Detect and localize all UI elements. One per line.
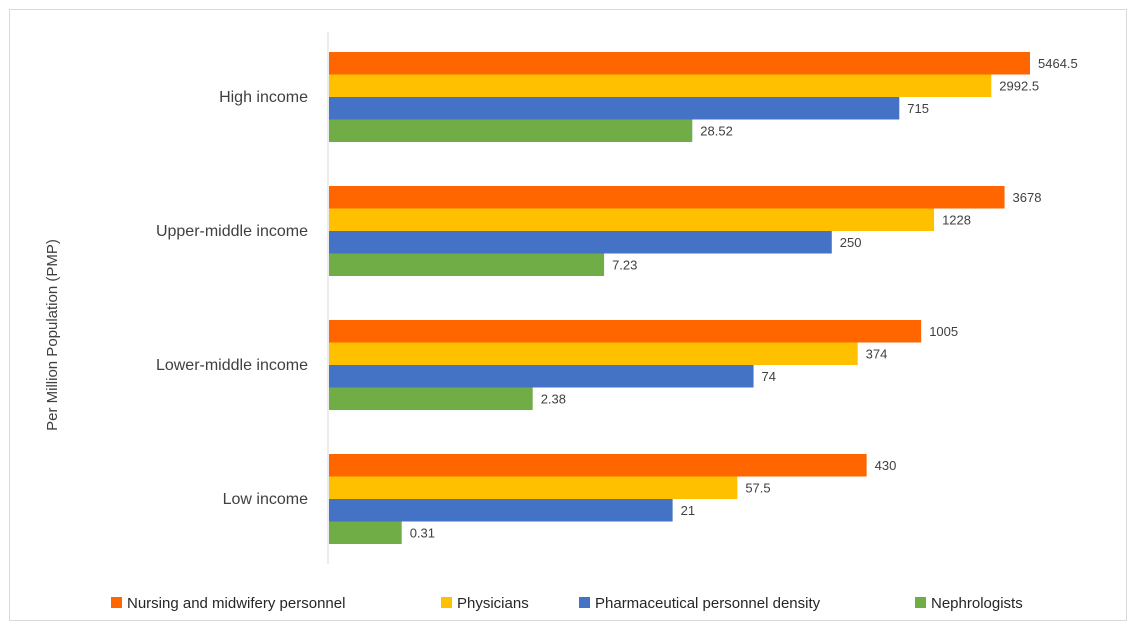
bar-nephrologists-lower-middle-income xyxy=(329,387,533,410)
data-label-physicians-low-income: 57.5 xyxy=(745,480,770,495)
data-label-nephrologists-upper-middle-income: 7.23 xyxy=(612,257,637,272)
legend-label-pharmaceutical-personnel-density: Pharmaceutical personnel density xyxy=(595,595,821,612)
category-label-low-income: Low income xyxy=(223,491,308,508)
category-labels-layer: High income Upper-middle income Lower-midd… xyxy=(156,89,308,508)
data-label-nephrologists-high-income: 28.52 xyxy=(700,123,733,138)
bar-pharmaceutical-personnel-density-high-income xyxy=(329,97,900,120)
y-axis-title: Per Million Population (PMP) xyxy=(44,239,61,431)
data-label-physicians-lower-middle-income: 374 xyxy=(866,346,888,361)
bar-nursing-and-midwifery-personnel-lower-middle-income xyxy=(329,320,922,343)
data-label-nursing-and-midwifery-personnel-upper-middle-income: 3678 xyxy=(1013,190,1042,205)
legend-label-physicians: Physicians xyxy=(457,595,529,612)
data-label-physicians-upper-middle-income: 1228 xyxy=(942,212,971,227)
bars-layer xyxy=(329,52,1030,544)
legend: Nursing and midwifery personnel Physician… xyxy=(111,595,1023,612)
bar-physicians-low-income xyxy=(329,476,738,499)
bar-nursing-and-midwifery-personnel-low-income xyxy=(329,454,867,477)
data-label-pharmaceutical-personnel-density-upper-middle-income: 250 xyxy=(840,235,862,250)
legend-swatch-nephrologists xyxy=(915,597,926,608)
data-label-nursing-and-midwifery-personnel-lower-middle-income: 1005 xyxy=(929,324,958,339)
data-label-nephrologists-low-income: 0.31 xyxy=(410,525,435,540)
bar-physicians-upper-middle-income xyxy=(329,208,935,231)
legend-label-nursing-and-midwifery-personnel: Nursing and midwifery personnel xyxy=(127,595,345,612)
bar-physicians-high-income xyxy=(329,74,992,97)
data-label-pharmaceutical-personnel-density-low-income: 21 xyxy=(681,503,695,518)
data-label-pharmaceutical-personnel-density-high-income: 715 xyxy=(907,101,929,116)
bar-pharmaceutical-personnel-density-lower-middle-income xyxy=(329,365,754,388)
category-label-lower-middle-income: Lower-middle income xyxy=(156,357,308,374)
category-label-high-income: High income xyxy=(219,89,308,106)
bar-nephrologists-low-income xyxy=(329,521,402,544)
value-labels-layer: 5464.5 2992.5 715 28.52 3678 1228 250 7.23 1005 3… xyxy=(410,56,1078,541)
bar-physicians-lower-middle-income xyxy=(329,342,858,365)
data-label-nephrologists-lower-middle-income: 2.38 xyxy=(541,391,566,406)
bar-nephrologists-high-income xyxy=(329,119,693,142)
legend-label-nephrologists: Nephrologists xyxy=(931,595,1023,612)
category-label-upper-middle-income: Upper-middle income xyxy=(156,223,308,240)
data-label-nursing-and-midwifery-personnel-high-income: 5464.5 xyxy=(1038,56,1078,71)
data-label-physicians-high-income: 2992.5 xyxy=(999,78,1039,93)
bar-pharmaceutical-personnel-density-low-income xyxy=(329,499,673,522)
legend-swatch-nursing-and-midwifery-personnel xyxy=(111,597,122,608)
bar-nursing-and-midwifery-personnel-upper-middle-income xyxy=(329,186,1005,209)
bar-pharmaceutical-personnel-density-upper-middle-income xyxy=(329,231,832,254)
bar-nephrologists-upper-middle-income xyxy=(329,253,605,276)
legend-swatch-physicians xyxy=(441,597,452,608)
legend-swatch-pharmaceutical-personnel-density xyxy=(579,597,590,608)
data-label-nursing-and-midwifery-personnel-low-income: 430 xyxy=(875,458,897,473)
data-label-pharmaceutical-personnel-density-lower-middle-income: 74 xyxy=(762,369,776,384)
bar-nursing-and-midwifery-personnel-high-income xyxy=(329,52,1030,75)
